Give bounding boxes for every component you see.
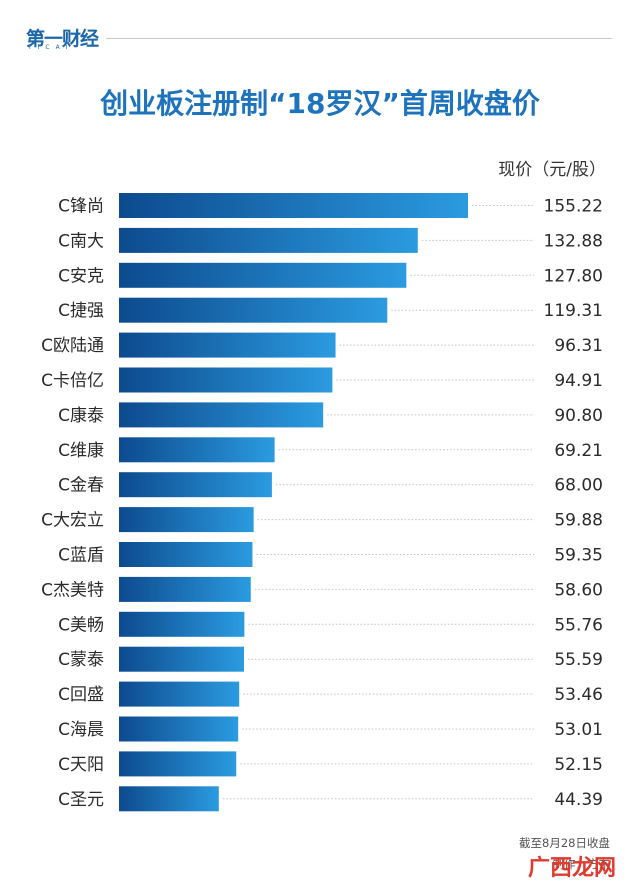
category-label: C欧陆通 <box>41 336 104 356</box>
bar <box>119 716 239 742</box>
value-label: 69.21 <box>554 441 603 461</box>
bar <box>119 576 251 602</box>
brand-logo-sub: YICAI <box>28 44 74 51</box>
category-label: C锋尚 <box>58 197 104 217</box>
value-label: 44.39 <box>554 790 603 810</box>
bar <box>119 507 254 533</box>
value-label: 59.88 <box>554 511 603 531</box>
bar <box>119 786 219 812</box>
category-label: C卡倍亿 <box>41 371 104 391</box>
watermark-logo: 广西龙网 <box>527 856 616 881</box>
credit-note: 制作：方东 <box>552 857 611 871</box>
category-label: C大宏立 <box>41 511 104 531</box>
category-label: C天阳 <box>58 755 104 775</box>
unit-label: 现价（元/股） <box>498 160 606 180</box>
value-label: 55.76 <box>554 615 603 635</box>
category-label: C南大 <box>58 231 104 251</box>
value-label: 96.31 <box>554 336 603 356</box>
category-label: C美畅 <box>58 615 104 635</box>
value-label: 127.80 <box>544 266 603 286</box>
value-label: 132.88 <box>544 231 603 251</box>
category-label: C蓝盾 <box>58 546 104 566</box>
date-note: 截至8月28日收盘 <box>519 836 610 850</box>
category-label: C海晨 <box>58 720 104 740</box>
bar <box>119 472 272 498</box>
bar <box>119 646 244 672</box>
bar <box>119 297 388 323</box>
bar <box>119 542 253 567</box>
bar <box>119 367 333 393</box>
brand-logo: 第一财经 <box>26 28 99 50</box>
value-label: 53.01 <box>554 720 603 740</box>
bar <box>119 681 240 707</box>
value-label: 55.59 <box>554 650 603 670</box>
category-label: C杰美特 <box>41 580 104 600</box>
value-label: 94.91 <box>554 371 603 391</box>
header-divider <box>106 38 612 39</box>
chart-title: 创业板注册制“18罗汉”首周收盘价 <box>100 87 540 120</box>
category-label: C圣元 <box>58 790 104 810</box>
bar <box>119 193 468 218</box>
value-label: 90.80 <box>554 406 603 426</box>
category-label: C回盛 <box>58 685 104 705</box>
value-label: 68.00 <box>554 476 603 496</box>
bar <box>119 751 237 777</box>
category-label: C捷强 <box>58 301 104 321</box>
category-label: C金春 <box>58 476 104 496</box>
category-label: C蒙泰 <box>58 650 104 670</box>
bar <box>119 611 245 637</box>
bar <box>119 437 275 463</box>
bar <box>119 402 324 428</box>
value-label: 155.22 <box>544 197 603 217</box>
value-label: 52.15 <box>554 755 603 775</box>
category-label: C安克 <box>58 266 104 286</box>
category-label: C康泰 <box>58 406 104 426</box>
value-label: 119.31 <box>544 301 603 321</box>
value-label: 53.46 <box>554 685 603 705</box>
bar <box>119 332 336 358</box>
bar <box>119 262 407 288</box>
category-label: C维康 <box>58 441 104 461</box>
value-label: 59.35 <box>554 546 603 566</box>
bar <box>119 227 418 253</box>
value-label: 58.60 <box>554 580 603 600</box>
